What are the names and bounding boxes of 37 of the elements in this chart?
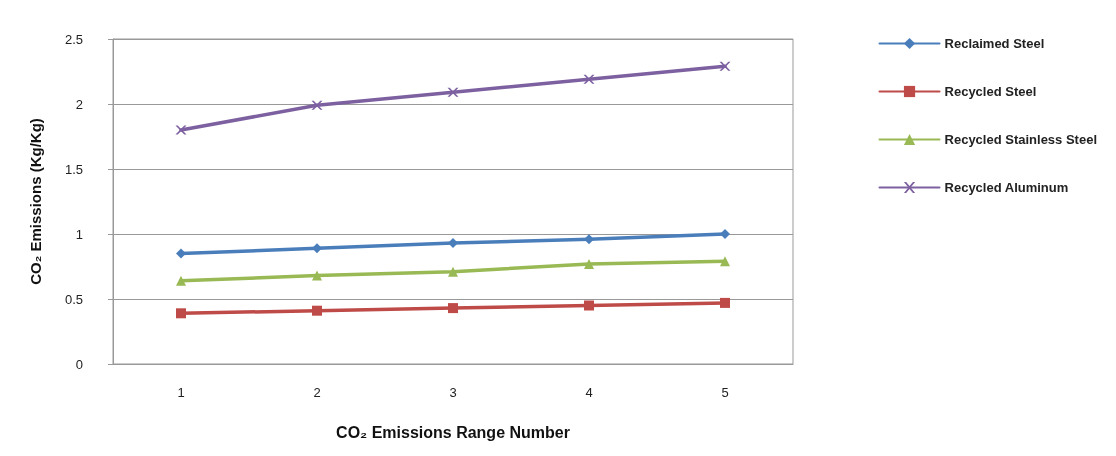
point <box>448 238 458 249</box>
x-tick-label: 5 <box>721 385 729 400</box>
x-tick-label: 1 <box>177 385 185 400</box>
point <box>583 74 595 84</box>
y-tick-label: 2.5 <box>64 31 83 47</box>
point <box>176 275 186 286</box>
point <box>720 256 730 267</box>
point <box>312 243 322 254</box>
y-tick-label: 1.5 <box>64 161 83 177</box>
x-tick-label: 4 <box>585 385 593 400</box>
y-tick-label: 0.5 <box>64 291 83 307</box>
legend-label: Recycled Stainless Steel <box>944 132 1098 147</box>
point <box>312 305 322 316</box>
y-tick-label: 2 <box>75 96 83 112</box>
point <box>448 303 458 314</box>
point <box>584 234 594 245</box>
point <box>720 229 730 239</box>
legend-label: Recycled Steel <box>944 84 1037 99</box>
point <box>584 258 594 269</box>
y-tick-label: 0 <box>75 356 83 372</box>
point <box>176 308 186 319</box>
point <box>312 270 322 281</box>
point <box>175 125 187 135</box>
y-tick-label: 1 <box>75 226 83 242</box>
point <box>584 300 594 311</box>
point <box>719 61 731 71</box>
legend-label: Recycled Aluminum <box>944 180 1069 195</box>
y-axis-title: CO₂ Emissions (Kg/Kg) <box>27 118 44 285</box>
point <box>176 248 186 259</box>
point <box>311 100 323 110</box>
point <box>448 266 458 277</box>
point <box>447 87 459 97</box>
x-axis-title: CO₂ Emissions Range Number <box>336 423 570 441</box>
point <box>720 297 730 308</box>
x-tick-label: 2 <box>313 385 321 400</box>
legend-label: Reclaimed Steel <box>944 36 1045 51</box>
x-tick-label: 3 <box>449 385 457 400</box>
